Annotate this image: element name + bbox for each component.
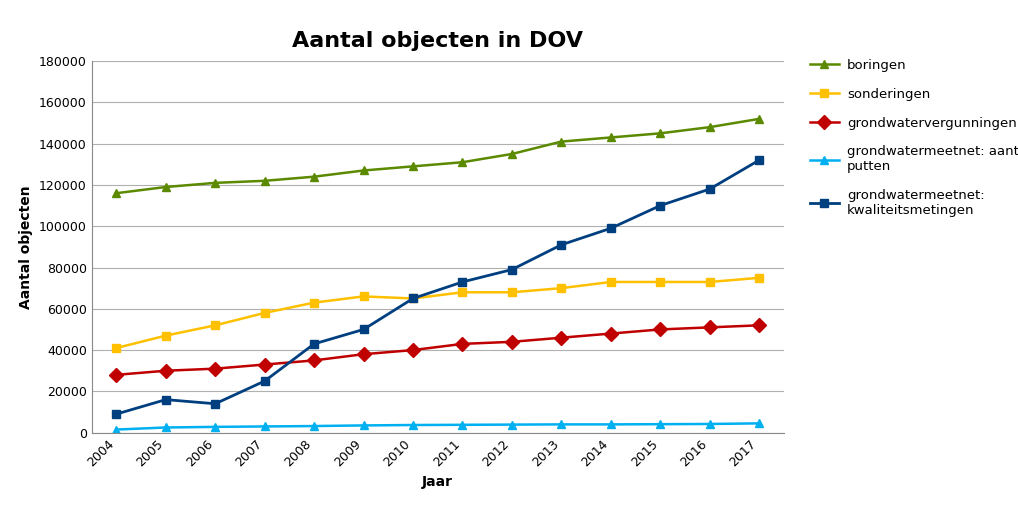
grondwatermeetnet: aantal
putten: (2.01e+03, 3.2e+03): aantal putten: (2.01e+03, 3.2e+03) xyxy=(308,423,321,429)
sonderingen xyxy=(655,279,667,285)
grondwatermeetnet: aantal
putten: (2.01e+03, 3.8e+03): aantal putten: (2.01e+03, 3.8e+03) xyxy=(456,422,468,428)
grondwatervergunningen xyxy=(555,334,567,341)
boringen xyxy=(655,130,667,136)
grondwatermeetnet: aantal
putten: (2.02e+03, 4.1e+03): aantal putten: (2.02e+03, 4.1e+03) xyxy=(655,421,667,427)
grondwatermeetnet:
kwaliteitsmetingen xyxy=(605,225,617,231)
grondwatermeetnet:
kwaliteitsmetingen xyxy=(506,267,518,273)
sonderingen xyxy=(209,322,221,328)
grondwatermeetnet:
kwaliteitsmetingen xyxy=(357,326,370,332)
Line: boringen: boringen xyxy=(112,115,764,197)
grondwatermeetnet: aantal
putten: (2.01e+03, 3.9e+03): aantal putten: (2.01e+03, 3.9e+03) xyxy=(506,421,518,428)
X-axis label: Jaar: Jaar xyxy=(422,475,453,489)
grondwatervergunningen xyxy=(407,347,419,353)
boringen xyxy=(357,167,370,174)
grondwatermeetnet:
kwaliteitsmetingen xyxy=(703,186,716,192)
grondwatermeetnet: aantal
putten: (2.01e+03, 3.5e+03): aantal putten: (2.01e+03, 3.5e+03) xyxy=(357,422,370,429)
boringen xyxy=(160,184,172,190)
grondwatermeetnet: aantal
putten: (2e+03, 1.5e+03): aantal putten: (2e+03, 1.5e+03) xyxy=(110,427,122,433)
sonderingen xyxy=(308,299,321,305)
boringen xyxy=(259,178,271,184)
grondwatervergunningen xyxy=(308,357,321,363)
grondwatermeetnet:
kwaliteitsmetingen xyxy=(555,242,567,248)
grondwatermeetnet:
kwaliteitsmetingen xyxy=(407,295,419,301)
grondwatermeetnet:
kwaliteitsmetingen xyxy=(160,397,172,403)
grondwatermeetnet:
kwaliteitsmetingen xyxy=(209,401,221,407)
boringen xyxy=(703,124,716,130)
Legend: boringen, sonderingen, grondwatervergunningen, grondwatermeetnet: aantal
putten,: boringen, sonderingen, grondwatervergunn… xyxy=(804,53,1018,222)
grondwatermeetnet: aantal
putten: (2.01e+03, 3.7e+03): aantal putten: (2.01e+03, 3.7e+03) xyxy=(407,422,419,428)
boringen xyxy=(555,138,567,145)
grondwatermeetnet:
kwaliteitsmetingen xyxy=(753,157,766,163)
grondwatervergunningen xyxy=(259,361,271,367)
grondwatermeetnet: aantal
putten: (2.01e+03, 4e+03): aantal putten: (2.01e+03, 4e+03) xyxy=(605,421,617,428)
grondwatervergunningen xyxy=(703,324,716,330)
sonderingen xyxy=(407,295,419,301)
grondwatervergunningen xyxy=(160,367,172,374)
Title: Aantal objecten in DOV: Aantal objecten in DOV xyxy=(292,31,583,51)
Line: grondwatermeetnet: aantal
putten: grondwatermeetnet: aantal putten xyxy=(112,419,764,434)
boringen xyxy=(506,151,518,157)
sonderingen xyxy=(160,332,172,338)
sonderingen xyxy=(110,345,122,351)
grondwatermeetnet:
kwaliteitsmetingen xyxy=(655,203,667,209)
boringen xyxy=(110,190,122,196)
grondwatermeetnet: aantal
putten: (2.02e+03, 4.2e+03): aantal putten: (2.02e+03, 4.2e+03) xyxy=(703,421,716,427)
grondwatermeetnet: aantal
putten: (2.01e+03, 4e+03): aantal putten: (2.01e+03, 4e+03) xyxy=(555,421,567,428)
grondwatermeetnet:
kwaliteitsmetingen xyxy=(456,279,468,285)
boringen xyxy=(753,116,766,122)
boringen xyxy=(605,134,617,140)
grondwatermeetnet: aantal
putten: (2.01e+03, 3e+03): aantal putten: (2.01e+03, 3e+03) xyxy=(259,423,271,430)
grondwatervergunningen xyxy=(357,351,370,357)
grondwatermeetnet: aantal
putten: (2.01e+03, 2.8e+03): aantal putten: (2.01e+03, 2.8e+03) xyxy=(209,424,221,430)
sonderingen xyxy=(506,289,518,295)
boringen xyxy=(407,163,419,169)
grondwatervergunningen xyxy=(605,330,617,336)
grondwatermeetnet:
kwaliteitsmetingen xyxy=(259,378,271,384)
sonderingen xyxy=(703,279,716,285)
grondwatermeetnet: aantal
putten: (2e+03, 2.5e+03): aantal putten: (2e+03, 2.5e+03) xyxy=(160,425,172,431)
sonderingen xyxy=(357,293,370,299)
sonderingen xyxy=(753,275,766,281)
sonderingen xyxy=(259,310,271,316)
boringen xyxy=(456,159,468,165)
grondwatervergunningen xyxy=(456,341,468,347)
grondwatermeetnet: aantal
putten: (2.02e+03, 4.5e+03): aantal putten: (2.02e+03, 4.5e+03) xyxy=(753,420,766,427)
Line: grondwatermeetnet:
kwaliteitsmetingen: grondwatermeetnet: kwaliteitsmetingen xyxy=(112,156,764,418)
boringen xyxy=(209,180,221,186)
sonderingen xyxy=(555,285,567,291)
grondwatervergunningen xyxy=(655,326,667,332)
Y-axis label: Aantal objecten: Aantal objecten xyxy=(19,185,34,308)
grondwatermeetnet:
kwaliteitsmetingen xyxy=(110,411,122,417)
grondwatervergunningen xyxy=(209,365,221,372)
grondwatervergunningen xyxy=(110,372,122,378)
grondwatervergunningen xyxy=(753,322,766,328)
boringen xyxy=(308,174,321,180)
grondwatervergunningen xyxy=(506,339,518,345)
Line: grondwatervergunningen: grondwatervergunningen xyxy=(112,321,764,380)
sonderingen xyxy=(605,279,617,285)
Line: sonderingen: sonderingen xyxy=(112,274,764,352)
grondwatermeetnet:
kwaliteitsmetingen xyxy=(308,341,321,347)
sonderingen xyxy=(456,289,468,295)
